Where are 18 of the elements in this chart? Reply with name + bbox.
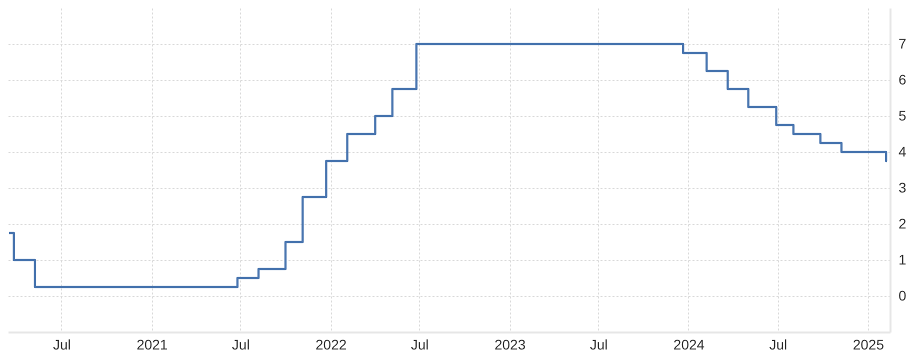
x-tick-label: 2021 — [136, 336, 168, 352]
y-tick-label: 3 — [898, 180, 906, 196]
y-tick-label: 1 — [898, 252, 906, 268]
x-tick-label: Jul — [232, 336, 250, 352]
x-tick-label: Jul — [590, 336, 608, 352]
y-tick-label: 7 — [898, 36, 906, 52]
y-tick-label: 2 — [898, 216, 906, 232]
x-tick-label: 2022 — [316, 336, 347, 352]
x-tick-label: Jul — [52, 336, 71, 352]
x-tick-label: Jul — [410, 336, 429, 352]
x-tick-label: 2024 — [673, 336, 705, 352]
y-tick-label: 0 — [898, 288, 906, 304]
x-tick-label: 2023 — [494, 336, 526, 352]
x-tick-label: 2025 — [852, 336, 884, 352]
y-tick-label: 5 — [898, 108, 906, 124]
y-tick-label: 4 — [898, 144, 906, 160]
x-tick-label: Jul — [769, 336, 788, 352]
y-tick-label: 6 — [898, 72, 906, 88]
